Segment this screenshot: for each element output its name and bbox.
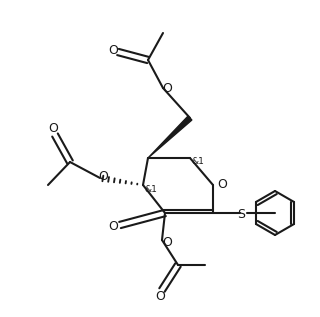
Text: O: O: [98, 171, 108, 184]
Text: O: O: [108, 43, 118, 56]
Text: &1: &1: [145, 185, 157, 195]
Text: O: O: [162, 82, 172, 95]
Text: O: O: [217, 178, 227, 191]
Text: O: O: [162, 236, 172, 249]
Text: O: O: [155, 289, 165, 302]
Text: &1: &1: [192, 158, 204, 166]
Text: O: O: [48, 122, 58, 135]
Text: S: S: [237, 208, 245, 221]
Text: O: O: [108, 219, 118, 232]
Polygon shape: [148, 116, 192, 158]
